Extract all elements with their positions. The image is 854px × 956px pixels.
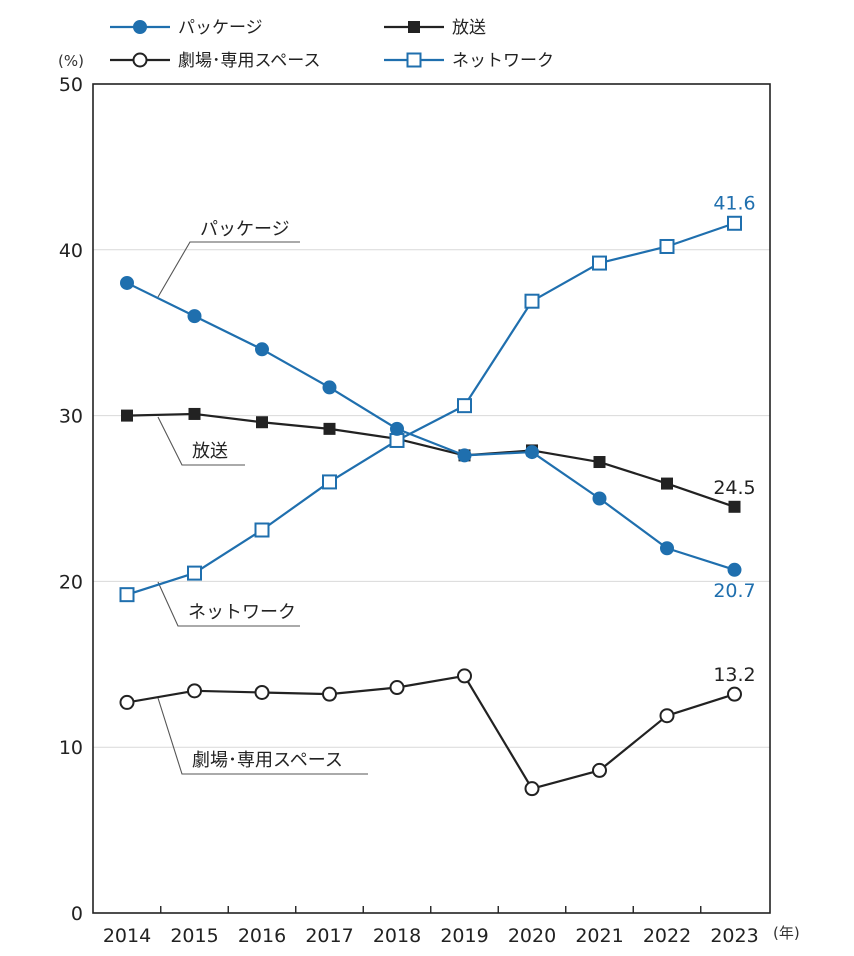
legend-marker (133, 20, 147, 34)
data-point (390, 421, 404, 436)
data-point (660, 541, 674, 556)
data-point (121, 409, 133, 422)
end-value-label: 20.7 (713, 580, 755, 602)
x-tick-label: 2018 (373, 925, 421, 947)
x-axis-unit: (年) (773, 924, 800, 942)
legend-label: 放送 (452, 18, 486, 38)
legend-label: ネットワーク (452, 51, 554, 71)
plot-frame (92, 83, 771, 914)
series-line (126, 412, 735, 508)
data-point (187, 309, 202, 324)
series-line (126, 222, 735, 596)
x-tick-label: 2015 (170, 925, 218, 947)
legend-item: 劇場･専用スペース (110, 51, 320, 71)
data-point (592, 255, 607, 271)
data-point (457, 668, 472, 684)
gridlines (93, 249, 770, 748)
x-tick-label: 2020 (508, 925, 556, 947)
data-point (661, 477, 673, 490)
callout: パッケージ (157, 219, 300, 298)
data-point (727, 562, 742, 577)
y-tick-label: 20 (59, 571, 83, 593)
callout: 劇場･専用スペース (157, 697, 368, 775)
callout-label: ネットワーク (188, 602, 296, 623)
data-point (187, 565, 202, 581)
x-tick-label: 2019 (440, 925, 488, 947)
callout-label: 放送 (192, 441, 228, 462)
data-point (254, 684, 270, 700)
y-tick-label: 10 (59, 737, 83, 759)
data-point (592, 762, 607, 778)
data-point (728, 500, 741, 513)
x-tick-label: 2022 (643, 925, 691, 947)
callout: 放送 (157, 416, 245, 466)
data-point (524, 293, 540, 309)
data-point (525, 445, 539, 460)
legend-marker (132, 52, 148, 68)
data-point (457, 448, 472, 463)
legend-label: パッケージ (178, 18, 263, 38)
leader-line (157, 241, 300, 298)
callout: ネットワーク (157, 581, 300, 627)
data-point (389, 432, 405, 448)
x-tick-label: 2017 (305, 925, 353, 947)
data-point (322, 474, 337, 490)
data-point (727, 686, 742, 702)
data-point (119, 587, 135, 603)
data-point (322, 380, 337, 395)
x-axis: 2014 2015 2016 2017 2018 2019 2020 2021 2022 2023 (103, 906, 759, 947)
data-point (659, 238, 675, 254)
legend-item: パッケージ (110, 18, 263, 38)
data-point (727, 215, 742, 231)
data-point (120, 275, 134, 290)
series-1: 20.7 (120, 275, 756, 602)
series-group: 13.2 24.5 41.6 20.7 (119, 192, 756, 797)
data-point (323, 422, 336, 435)
data-point (659, 708, 675, 724)
data-point (592, 491, 607, 506)
data-point (255, 342, 269, 357)
legend-item: 放送 (384, 18, 486, 38)
data-point (256, 416, 268, 429)
callout-label: 劇場･専用スペース (192, 750, 343, 771)
series-2: 24.5 (121, 407, 756, 513)
data-point (457, 398, 472, 414)
data-point (254, 522, 270, 538)
leader-line (157, 697, 368, 775)
y-tick-label: 40 (59, 240, 83, 262)
series-4: 41.6 (119, 192, 756, 603)
legend-marker (408, 21, 420, 33)
series-3: 13.2 (119, 664, 756, 797)
x-tick-label: 2023 (710, 925, 758, 947)
callout-label: パッケージ (200, 219, 290, 240)
data-point (322, 686, 337, 702)
x-tick-label: 2021 (575, 925, 623, 947)
end-value-label: 24.5 (713, 477, 755, 499)
data-point (524, 781, 540, 797)
end-value-label: 41.6 (713, 192, 755, 214)
x-tick-label: 2016 (238, 925, 286, 947)
y-tick-label: 30 (59, 406, 83, 428)
legend-marker (406, 52, 422, 68)
y-tick-label: 50 (59, 74, 83, 96)
series-line (126, 281, 735, 571)
legend-item: ネットワーク (384, 51, 554, 71)
data-point (119, 694, 135, 710)
legend-label: 劇場･専用スペース (178, 51, 320, 71)
x-tick-label: 2014 (103, 925, 151, 947)
end-value-label: 13.2 (713, 664, 755, 686)
leader-line (157, 581, 300, 627)
series-line (126, 674, 735, 790)
y-axis: 0 10 20 30 40 50 (59, 74, 83, 925)
y-axis-unit: (%) (58, 52, 84, 70)
leader-line (157, 416, 245, 466)
data-point (187, 683, 202, 699)
data-point (593, 456, 606, 469)
data-point (389, 680, 405, 696)
data-point (188, 407, 201, 420)
y-tick-label: 0 (71, 903, 83, 925)
